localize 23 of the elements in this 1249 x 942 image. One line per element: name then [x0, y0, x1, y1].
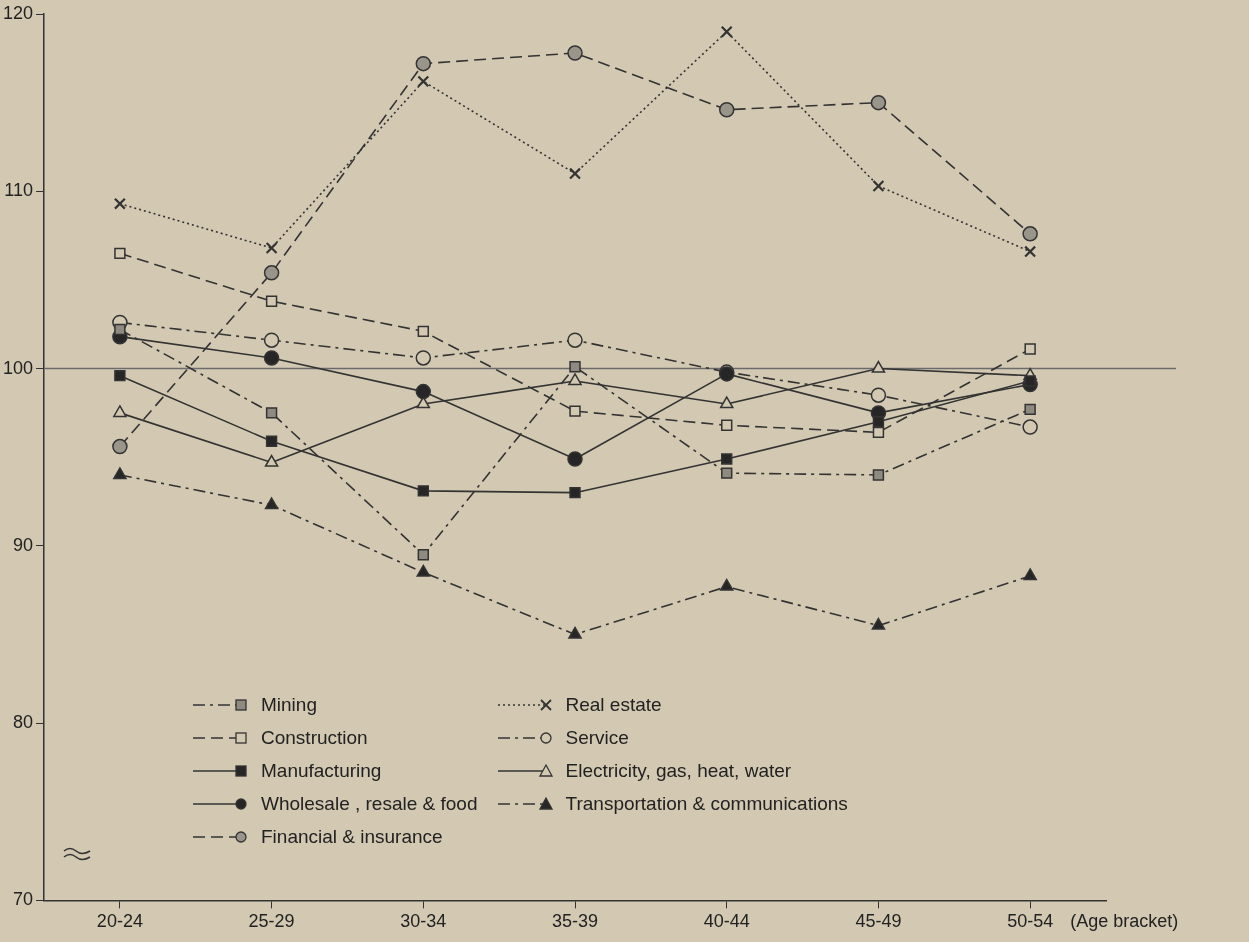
x-tick-label: 25-29	[248, 911, 295, 932]
legend-label: Wholesale , resale & food	[261, 792, 478, 815]
y-tick-label: 90	[13, 534, 34, 555]
legend-label: Transportation & communications	[565, 792, 848, 815]
y-tick-label: 100	[2, 357, 34, 378]
legend-label: Electricity, gas, heat, water	[565, 759, 792, 782]
legend-label: Real estate	[565, 693, 662, 716]
y-tick-label: 70	[13, 889, 34, 910]
y-tick-label: 80	[13, 712, 34, 733]
legend-label: Construction	[261, 726, 368, 749]
x-tick-label: 30-34	[400, 911, 447, 932]
x-axis-title: (Age bracket)	[1070, 910, 1179, 931]
x-tick-label: 50-54	[1007, 911, 1054, 932]
x-tick-label: 40-44	[703, 911, 750, 932]
x-tick-label: 35-39	[551, 911, 599, 932]
legend-label: Manufacturing	[261, 759, 382, 782]
x-tick-label: 45-49	[855, 911, 902, 932]
y-tick-label: 110	[4, 180, 34, 201]
legend-label: Financial & insurance	[261, 825, 443, 848]
y-tick-label: 120	[2, 2, 34, 23]
legend-label: Service	[565, 726, 629, 749]
legend-label: Mining	[261, 693, 317, 716]
x-tick-label: 20-24	[96, 911, 143, 932]
